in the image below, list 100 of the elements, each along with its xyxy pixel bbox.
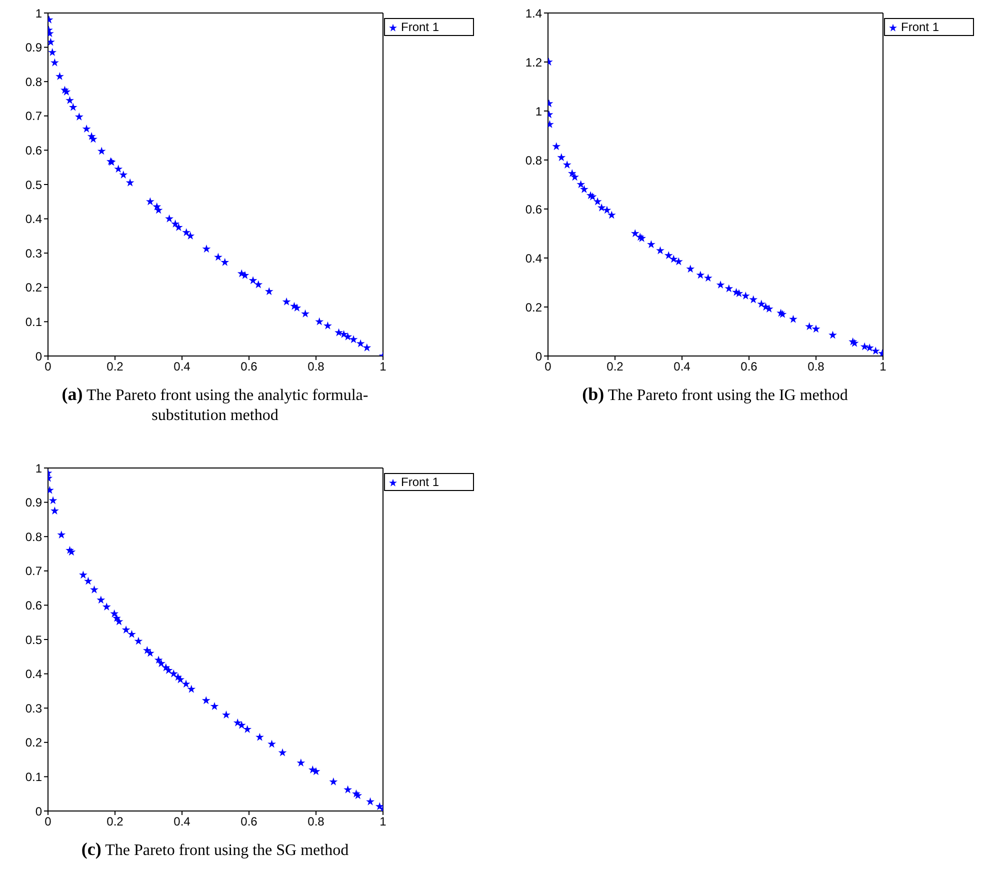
- point: [340, 330, 348, 338]
- point: [210, 702, 219, 710]
- point: [256, 732, 264, 741]
- point: [243, 724, 252, 733]
- text: (b) The Pareto front using the IG method: [581, 384, 849, 406]
- point: [146, 197, 154, 206]
- point: [202, 244, 211, 253]
- point: [630, 229, 640, 238]
- x-tick-label: 1: [880, 360, 887, 374]
- point: [557, 153, 566, 162]
- point: [597, 203, 606, 212]
- point: [686, 264, 695, 273]
- point: [89, 134, 98, 143]
- point: [57, 530, 66, 538]
- y-tick-label: 0.3: [25, 701, 42, 716]
- point: [580, 184, 588, 193]
- x-tick-label: 0.6: [240, 814, 258, 829]
- point: [334, 328, 343, 336]
- x-tick-label: 0: [544, 360, 552, 374]
- y-tick-label: 0.4: [25, 212, 42, 226]
- x-tick-label: 0.4: [174, 814, 191, 829]
- point: [50, 58, 59, 66]
- point: [593, 197, 602, 206]
- point: [48, 48, 57, 56]
- x-tick-label: 1: [380, 360, 387, 374]
- y-tick-label: 0.5: [25, 632, 42, 647]
- point: [362, 343, 372, 352]
- point: [805, 322, 814, 330]
- legend-label: Front 1: [401, 475, 440, 489]
- point: [741, 292, 750, 300]
- point: [646, 240, 656, 248]
- y-tick-label: 0.8: [525, 153, 542, 168]
- point: [865, 343, 874, 352]
- point: [169, 669, 178, 678]
- point: [146, 648, 154, 657]
- point: [122, 625, 130, 634]
- point: [664, 251, 673, 260]
- y-tick-label: 0.2: [525, 300, 542, 314]
- point: [568, 169, 576, 178]
- point: [757, 300, 766, 308]
- point: [90, 585, 98, 594]
- y-tick-label: 0.6: [25, 598, 42, 612]
- point: [716, 280, 725, 289]
- point: [366, 797, 374, 806]
- point: [128, 630, 136, 638]
- y-tick-label: 0.3: [25, 246, 42, 260]
- point: [607, 210, 616, 219]
- point: [182, 680, 190, 688]
- point: [233, 718, 242, 726]
- point: [669, 254, 678, 263]
- point: [696, 270, 705, 279]
- x-tick-label: 0.6: [240, 360, 258, 374]
- point: [278, 748, 287, 756]
- point: [164, 666, 173, 674]
- point: [82, 124, 91, 133]
- text: (a) The Pareto front using the analytic formula-substitution method: [60, 384, 370, 426]
- point: [102, 602, 111, 610]
- point: [96, 596, 106, 604]
- point: [114, 164, 123, 173]
- point: [214, 252, 222, 261]
- x-tick-label: 0.8: [308, 814, 325, 829]
- point: [182, 228, 191, 236]
- point: [329, 777, 338, 786]
- point: [171, 220, 180, 228]
- point: [282, 297, 291, 306]
- point: [202, 696, 210, 704]
- y-tick-label: 1.2: [525, 55, 542, 70]
- x-tick-label: 0.4: [674, 360, 691, 374]
- point: [349, 335, 358, 344]
- point: [324, 321, 332, 330]
- point: [674, 257, 683, 266]
- y-tick-label: 0.5: [25, 178, 42, 192]
- y-tick-label: 0.8: [25, 530, 42, 544]
- point: [56, 72, 64, 80]
- point: [356, 339, 365, 348]
- point: [268, 740, 276, 748]
- point: [254, 280, 263, 288]
- point: [344, 785, 352, 794]
- point: [78, 570, 88, 579]
- point: [871, 346, 880, 355]
- x-tick-label: 0.8: [808, 360, 825, 374]
- y-tick-label: 0: [535, 349, 542, 364]
- text: (c) The Pareto front using the SG method: [80, 839, 350, 861]
- point: [110, 609, 119, 618]
- y-tick-label: 0.4: [525, 251, 542, 266]
- point: [119, 170, 128, 178]
- point: [576, 180, 586, 188]
- point: [552, 142, 561, 150]
- y-tick-label: 0.9: [25, 496, 42, 510]
- x-tick-label: 0.8: [308, 360, 325, 374]
- point: [828, 330, 837, 339]
- point: [126, 178, 134, 186]
- legend-label: Front 1: [901, 20, 940, 34]
- y-tick-label: 0.2: [25, 280, 42, 295]
- point: [174, 222, 183, 231]
- y-tick-label: 0.6: [525, 202, 542, 216]
- y-tick-label: 1: [35, 461, 42, 476]
- point: [176, 675, 185, 684]
- y-tick-label: 0: [35, 804, 42, 818]
- x-tick-label: 1: [380, 814, 387, 829]
